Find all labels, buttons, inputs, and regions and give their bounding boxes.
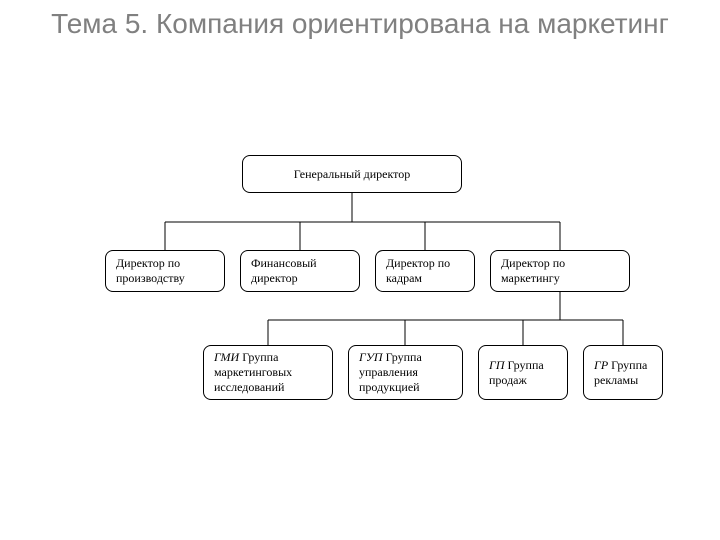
node-group-product: ГУП Группа управления продукцией bbox=[348, 345, 463, 400]
node-label: Финансовый директор bbox=[251, 256, 349, 286]
node-prefix: ГП bbox=[489, 358, 505, 372]
slide-title: Тема 5. Компания ориентирована на маркет… bbox=[0, 8, 720, 40]
node-label: ГП Группа продаж bbox=[489, 358, 557, 388]
node-root: Генеральный директор bbox=[242, 155, 462, 193]
node-group-sales: ГП Группа продаж bbox=[478, 345, 568, 400]
node-label: ГМИ Группа маркетинговых исследований bbox=[214, 350, 322, 395]
node-director-marketing: Директор по маркетингу bbox=[490, 250, 630, 292]
node-prefix: ГУП bbox=[359, 350, 383, 364]
node-director-finance: Финансовый директор bbox=[240, 250, 360, 292]
node-label: Директор по маркетингу bbox=[501, 256, 619, 286]
node-prefix: ГР bbox=[594, 358, 608, 372]
node-group-advertising: ГР Группа рекламы bbox=[583, 345, 663, 400]
slide: Тема 5. Компания ориентирована на маркет… bbox=[0, 0, 720, 540]
node-prefix: ГМИ bbox=[214, 350, 239, 364]
node-label: Генеральный директор bbox=[294, 167, 411, 182]
node-label: Директор по производству bbox=[116, 256, 214, 286]
node-director-hr: Директор по кадрам bbox=[375, 250, 475, 292]
node-label: Директор по кадрам bbox=[386, 256, 464, 286]
node-label: ГУП Группа управления продукцией bbox=[359, 350, 452, 395]
node-director-production: Директор по производству bbox=[105, 250, 225, 292]
node-group-research: ГМИ Группа маркетинговых исследований bbox=[203, 345, 333, 400]
node-label: ГР Группа рекламы bbox=[594, 358, 652, 388]
